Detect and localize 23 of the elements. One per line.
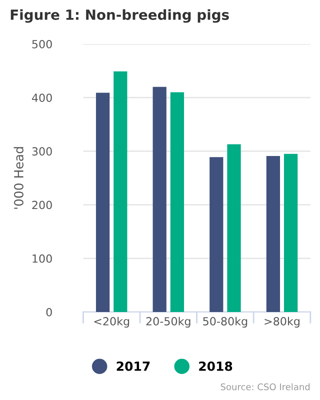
x-tick-label: <20kg	[94, 316, 130, 328]
chart-title: Figure 1: Non-breeding pigs	[10, 9, 229, 23]
y-tick-label: 500	[32, 40, 52, 48]
y-tick-label: 0	[46, 308, 52, 316]
y-tick-label: 100	[32, 254, 52, 263]
bar	[227, 144, 241, 312]
x-tick-label: >80kg	[264, 316, 300, 328]
bar	[152, 86, 166, 312]
bar	[210, 157, 224, 312]
bar	[114, 71, 128, 312]
y-tick-label: 400	[32, 94, 52, 102]
bar	[96, 92, 110, 312]
bar	[284, 154, 298, 312]
legend-label: 2017	[116, 361, 150, 371]
x-tick-label: 50-80kg	[203, 316, 248, 328]
legend-label: 2018	[199, 361, 232, 371]
y-tick-label: 300	[32, 147, 52, 156]
x-tick-label: 20-50kg	[146, 316, 190, 328]
bar	[170, 92, 184, 312]
y-tick-label: 200	[32, 200, 52, 210]
source-note: Source: CSO Ireland	[220, 383, 310, 390]
bar	[266, 156, 280, 312]
y-axis-title: '000 Head	[14, 147, 24, 209]
